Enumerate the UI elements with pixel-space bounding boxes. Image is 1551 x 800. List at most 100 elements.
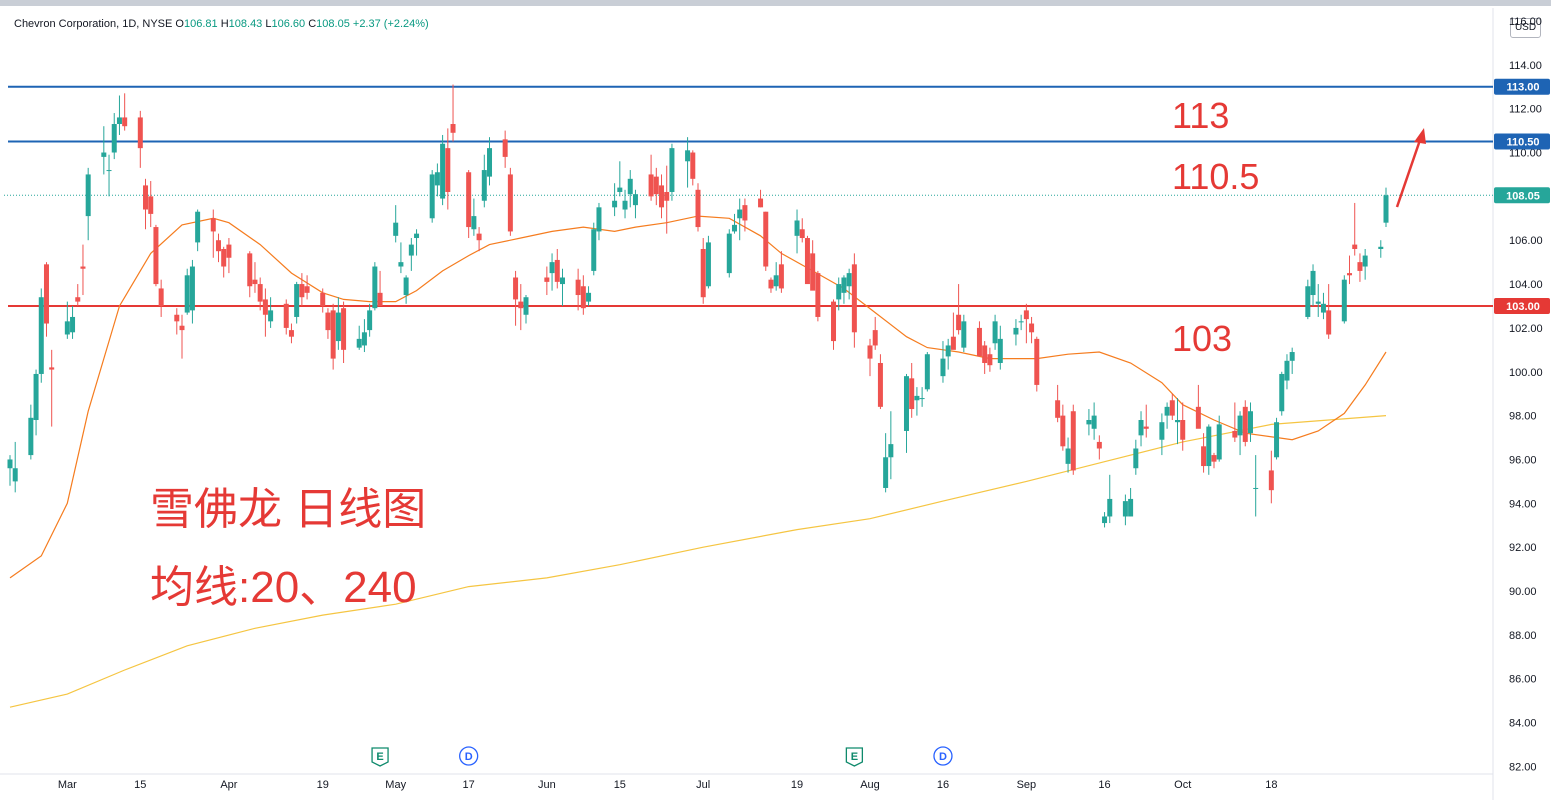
- candle-body: [122, 117, 128, 127]
- candle-body: [758, 198, 764, 208]
- candle-body: [403, 277, 409, 296]
- level-price-label-bg: [1494, 133, 1550, 150]
- candle-body: [1018, 321, 1024, 323]
- earnings-marker[interactable]: [845, 747, 864, 767]
- last-price-label-bg: [1494, 187, 1550, 204]
- price-tick-label: 106.00: [1509, 235, 1543, 247]
- candle-body: [1195, 406, 1201, 429]
- time-tick-label: 18: [1265, 779, 1277, 791]
- candle-body: [622, 200, 628, 210]
- candle-body: [580, 286, 586, 309]
- candle-body: [414, 233, 420, 239]
- candle-body: [487, 148, 493, 177]
- ma240-line: [9, 415, 1387, 708]
- candle-body: [1138, 420, 1144, 436]
- candle-body: [33, 373, 39, 421]
- candle-body: [1164, 406, 1170, 416]
- candle-body: [559, 277, 565, 285]
- candle-body: [794, 220, 800, 236]
- candle-body: [617, 187, 623, 192]
- candle-body: [1107, 498, 1113, 517]
- candle-body: [632, 194, 638, 206]
- trend-arrow-shaft: [1395, 139, 1422, 208]
- candle-body: [1274, 422, 1280, 458]
- level-price-label-bg: [1494, 297, 1550, 314]
- candle-body: [466, 172, 472, 228]
- candle-body: [75, 297, 81, 302]
- candle-body: [1180, 420, 1186, 440]
- candle-body: [299, 284, 305, 298]
- candle-body: [648, 174, 654, 197]
- candle-body: [815, 273, 821, 317]
- candle-body: [429, 174, 435, 219]
- time-tick-label: Mar: [58, 779, 77, 791]
- annotation-subtitle: 均线:20、240: [150, 563, 417, 612]
- candle-body: [476, 233, 482, 241]
- candle-body: [1326, 310, 1332, 335]
- candle-body: [799, 229, 805, 239]
- candle-body: [1122, 501, 1128, 517]
- candle-body: [810, 253, 816, 291]
- dividend-marker[interactable]: [933, 746, 953, 766]
- candle-body: [549, 262, 555, 274]
- time-tick-label: 19: [317, 779, 329, 791]
- candle-body: [544, 277, 550, 282]
- candle-body: [1232, 430, 1238, 438]
- dividend-marker-label: D: [939, 751, 947, 763]
- candle-body: [575, 279, 581, 296]
- price-tick-label: 98.00: [1509, 411, 1537, 423]
- price-tick-label: 116.00: [1509, 16, 1542, 28]
- candle-body: [1206, 426, 1212, 467]
- candle-body: [997, 338, 1003, 363]
- candle-body: [195, 211, 201, 243]
- candle-body: [924, 354, 930, 390]
- price-tick-label: 88.00: [1509, 630, 1537, 642]
- candle-body: [221, 248, 227, 267]
- candle-body: [773, 275, 779, 287]
- candle-body: [247, 253, 253, 287]
- price-tick-label: 114.00: [1509, 60, 1542, 72]
- high-value: 108.43: [228, 18, 263, 30]
- candle-body: [408, 244, 414, 256]
- candle-body: [1362, 255, 1368, 267]
- time-tick-label: Oct: [1174, 779, 1191, 791]
- candle-body: [1242, 406, 1248, 442]
- candle-body: [1013, 327, 1019, 335]
- candle-body: [956, 314, 962, 331]
- candle-body: [846, 273, 852, 287]
- candle-body: [1347, 273, 1353, 276]
- candle-body: [836, 284, 842, 300]
- dividend-marker[interactable]: [459, 746, 479, 766]
- candle-body: [184, 275, 190, 313]
- candle-body: [174, 314, 180, 322]
- candle-body: [768, 279, 774, 289]
- candle-body: [1341, 279, 1347, 322]
- candle-body: [669, 148, 675, 192]
- currency-button[interactable]: USD: [1510, 18, 1541, 38]
- candle-body: [1091, 415, 1097, 429]
- candle-body: [335, 312, 341, 342]
- candle-body: [111, 124, 117, 153]
- candle-body: [586, 292, 592, 302]
- earnings-marker[interactable]: [371, 747, 389, 767]
- candle-body: [70, 316, 76, 333]
- candle-body: [330, 310, 336, 359]
- candle-body: [903, 376, 909, 431]
- annotation-103: 103: [1172, 318, 1232, 359]
- earnings-marker-label: E: [376, 751, 383, 763]
- candle-body: [288, 330, 294, 337]
- candle-body: [695, 189, 701, 228]
- candle-body: [872, 330, 878, 346]
- annotation-113: 113: [1172, 95, 1229, 136]
- annotation-110-5: 110.5: [1172, 156, 1259, 197]
- candle-body: [1159, 422, 1165, 440]
- candle-body: [982, 345, 988, 363]
- time-tick-label: May: [385, 779, 406, 791]
- candle-body: [262, 299, 268, 315]
- candle-body: [591, 229, 597, 271]
- candle-body: [1102, 516, 1108, 524]
- candle-body: [1060, 415, 1066, 447]
- candle-body: [38, 297, 44, 374]
